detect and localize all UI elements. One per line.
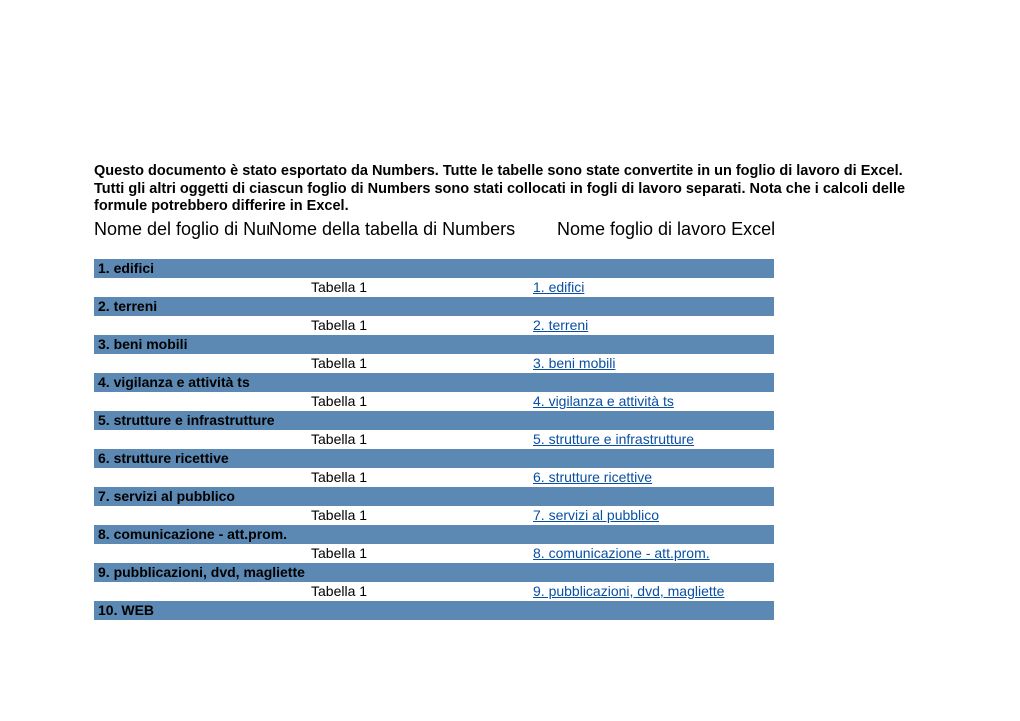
excel-sheet-link[interactable]: 6. strutture ricettive bbox=[533, 469, 652, 485]
table-name-cell: Tabella 1 bbox=[307, 430, 529, 449]
detail-empty bbox=[94, 278, 307, 297]
section-empty bbox=[529, 525, 774, 544]
excel-sheet-link[interactable]: 2. terreni bbox=[533, 317, 588, 333]
header-col-2: Nome della tabella di Numbers bbox=[269, 219, 557, 241]
section-empty bbox=[307, 563, 529, 582]
section-header-row: 1. edifici bbox=[94, 259, 774, 278]
section-empty bbox=[529, 487, 774, 506]
section-name: 1. edifici bbox=[94, 259, 307, 278]
excel-sheet-link[interactable]: 1. edifici bbox=[533, 279, 584, 295]
table-detail-row: Tabella 16. strutture ricettive bbox=[94, 468, 774, 487]
column-headers: Nome del foglio di Numbers Nome della ta… bbox=[94, 219, 926, 241]
section-header-row: 7. servizi al pubblico bbox=[94, 487, 774, 506]
table-detail-row: Tabella 14. vigilanza e attività ts bbox=[94, 392, 774, 411]
section-header-row: 2. terreni bbox=[94, 297, 774, 316]
section-name: 3. beni mobili bbox=[94, 335, 307, 354]
section-name: 9. pubblicazioni, dvd, magliette bbox=[94, 563, 307, 582]
section-header-row: 8. comunicazione - att.prom. bbox=[94, 525, 774, 544]
table-detail-row: Tabella 18. comunicazione - att.prom. bbox=[94, 544, 774, 563]
excel-sheet-link-cell: 7. servizi al pubblico bbox=[529, 506, 774, 525]
section-empty bbox=[307, 525, 529, 544]
excel-sheet-link-cell: 9. pubblicazioni, dvd, magliette bbox=[529, 582, 774, 601]
table-detail-row: Tabella 11. edifici bbox=[94, 278, 774, 297]
excel-sheet-link[interactable]: 3. beni mobili bbox=[533, 355, 616, 371]
detail-empty bbox=[94, 354, 307, 373]
detail-empty bbox=[94, 430, 307, 449]
excel-sheet-link-cell: 5. strutture e infrastrutture bbox=[529, 430, 774, 449]
header-col-3: Nome foglio di lavoro Excel bbox=[557, 219, 777, 241]
section-name: 8. comunicazione - att.prom. bbox=[94, 525, 307, 544]
excel-sheet-link-cell: 8. comunicazione - att.prom. bbox=[529, 544, 774, 563]
section-empty bbox=[529, 411, 774, 430]
table-detail-row: Tabella 19. pubblicazioni, dvd, magliett… bbox=[94, 582, 774, 601]
excel-sheet-link-cell: 2. terreni bbox=[529, 316, 774, 335]
excel-sheet-link-cell: 1. edifici bbox=[529, 278, 774, 297]
section-empty bbox=[307, 259, 529, 278]
section-name: 5. strutture e infrastrutture bbox=[94, 411, 307, 430]
detail-empty bbox=[94, 544, 307, 563]
table-detail-row: Tabella 12. terreni bbox=[94, 316, 774, 335]
section-empty bbox=[529, 335, 774, 354]
detail-empty bbox=[94, 582, 307, 601]
table-detail-row: Tabella 17. servizi al pubblico bbox=[94, 506, 774, 525]
table-detail-row: Tabella 13. beni mobili bbox=[94, 354, 774, 373]
section-name: 6. strutture ricettive bbox=[94, 449, 307, 468]
table-name-cell: Tabella 1 bbox=[307, 354, 529, 373]
table-name-cell: Tabella 1 bbox=[307, 544, 529, 563]
excel-sheet-link[interactable]: 9. pubblicazioni, dvd, magliette bbox=[533, 583, 724, 599]
excel-sheet-link[interactable]: 4. vigilanza e attività ts bbox=[533, 393, 674, 409]
section-empty bbox=[529, 373, 774, 392]
section-empty bbox=[529, 563, 774, 582]
section-empty bbox=[529, 297, 774, 316]
detail-empty bbox=[94, 506, 307, 525]
section-empty bbox=[307, 487, 529, 506]
section-empty bbox=[529, 601, 774, 620]
section-empty bbox=[529, 259, 774, 278]
table-detail-row: Tabella 15. strutture e infrastrutture bbox=[94, 430, 774, 449]
table-name-cell: Tabella 1 bbox=[307, 278, 529, 297]
section-empty bbox=[307, 411, 529, 430]
excel-sheet-link[interactable]: 5. strutture e infrastrutture bbox=[533, 431, 694, 447]
section-empty bbox=[307, 373, 529, 392]
section-header-row: 5. strutture e infrastrutture bbox=[94, 411, 774, 430]
section-empty bbox=[307, 449, 529, 468]
sheet-mapping-table: 1. edificiTabella 11. edifici2. terreniT… bbox=[94, 259, 774, 620]
section-empty bbox=[307, 335, 529, 354]
section-header-row: 6. strutture ricettive bbox=[94, 449, 774, 468]
table-name-cell: Tabella 1 bbox=[307, 316, 529, 335]
excel-sheet-link-cell: 4. vigilanza e attività ts bbox=[529, 392, 774, 411]
document-page: Questo documento è stato esportato da Nu… bbox=[0, 0, 1020, 620]
section-empty bbox=[307, 297, 529, 316]
header-col-1: Nome del foglio di Numbers bbox=[94, 219, 269, 241]
section-header-row: 3. beni mobili bbox=[94, 335, 774, 354]
section-name: 4. vigilanza e attività ts bbox=[94, 373, 307, 392]
section-empty bbox=[307, 601, 529, 620]
excel-sheet-link[interactable]: 7. servizi al pubblico bbox=[533, 507, 659, 523]
excel-sheet-link-cell: 3. beni mobili bbox=[529, 354, 774, 373]
excel-sheet-link[interactable]: 8. comunicazione - att.prom. bbox=[533, 545, 710, 561]
table-name-cell: Tabella 1 bbox=[307, 392, 529, 411]
section-empty bbox=[529, 449, 774, 468]
section-header-row: 9. pubblicazioni, dvd, magliette bbox=[94, 563, 774, 582]
section-name: 2. terreni bbox=[94, 297, 307, 316]
table-name-cell: Tabella 1 bbox=[307, 506, 529, 525]
table-name-cell: Tabella 1 bbox=[307, 468, 529, 487]
detail-empty bbox=[94, 316, 307, 335]
section-name: 10. WEB bbox=[94, 601, 307, 620]
table-name-cell: Tabella 1 bbox=[307, 582, 529, 601]
section-header-row: 4. vigilanza e attività ts bbox=[94, 373, 774, 392]
detail-empty bbox=[94, 392, 307, 411]
section-name: 7. servizi al pubblico bbox=[94, 487, 307, 506]
section-header-row: 10. WEB bbox=[94, 601, 774, 620]
excel-sheet-link-cell: 6. strutture ricettive bbox=[529, 468, 774, 487]
intro-paragraph: Questo documento è stato esportato da Nu… bbox=[94, 163, 926, 216]
detail-empty bbox=[94, 468, 307, 487]
